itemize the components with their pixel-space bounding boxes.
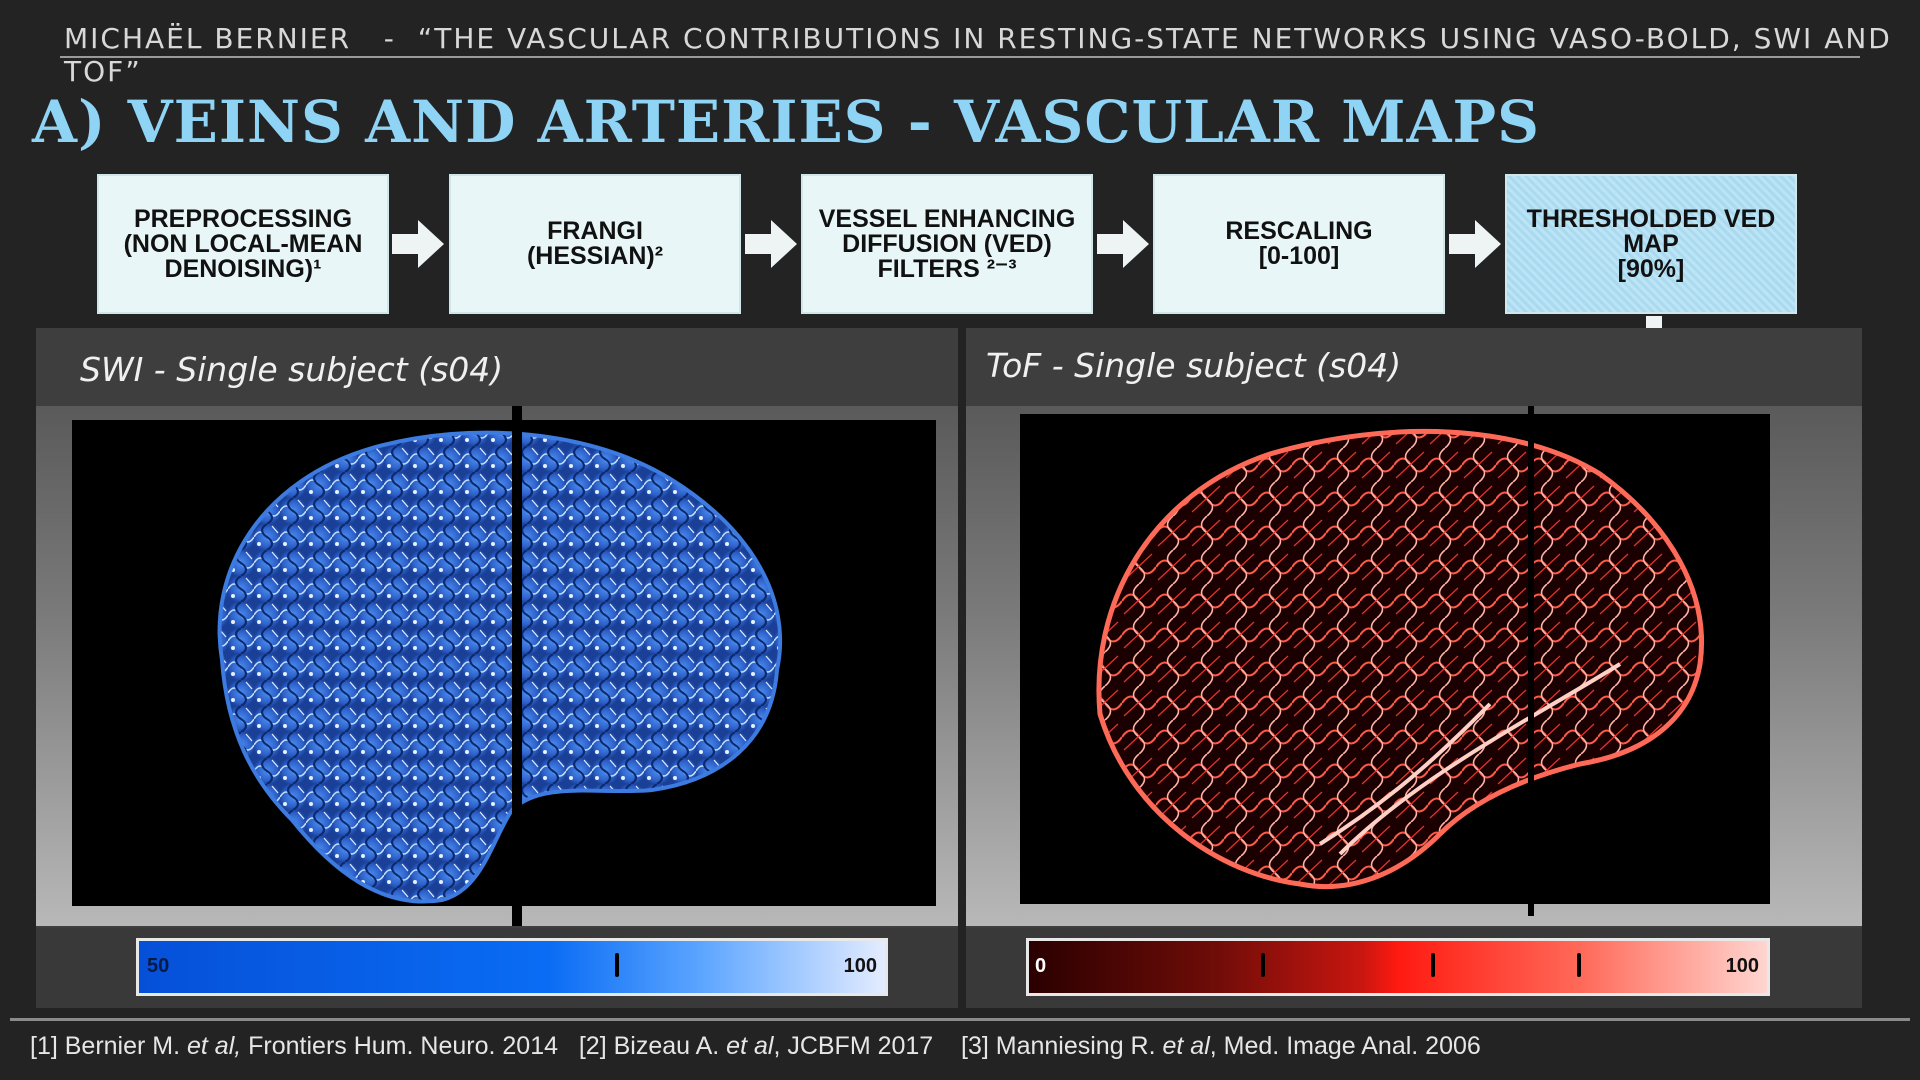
header-text: MICHAËL BERNIER - “THE VASCULAR CONTRIBU… bbox=[64, 22, 1920, 88]
ref2-text: [2] Bizeau A. bbox=[578, 1032, 727, 1060]
ref1-text: [1] Bernier M. bbox=[30, 1032, 187, 1060]
ref1-source: Frontiers Hum. Neuro. 2014 bbox=[241, 1032, 558, 1060]
ref3-source: , Med. Image Anal. 2006 bbox=[1209, 1032, 1481, 1060]
ref3-et-al: et al bbox=[1162, 1032, 1210, 1060]
right-arrow-icon bbox=[392, 220, 444, 268]
pipeline-step-frangi: FRANGI (HESSIAN)² bbox=[449, 174, 741, 314]
tof-slice-line bbox=[1528, 406, 1534, 916]
talk-title: “THE VASCULAR CONTRIBUTIONS IN RESTING-S… bbox=[64, 22, 1892, 88]
ref3-text: [3] Manniesing R. bbox=[961, 1032, 1163, 1060]
tof-colorbar-min: 0 bbox=[1035, 955, 1047, 977]
footer-divider bbox=[10, 1018, 1910, 1021]
tof-colorbar: 0 100 bbox=[1026, 938, 1770, 996]
pipeline-step-threshold: THRESHOLDED VED MAP [90%] bbox=[1505, 174, 1797, 314]
header-separator: - bbox=[383, 22, 396, 55]
tof-colorbar-max: 100 bbox=[1725, 955, 1759, 977]
header-divider bbox=[60, 56, 1860, 58]
tof-colorbar-tick bbox=[1577, 953, 1581, 977]
tof-panel: ToF - Single subject (s04) 0 bbox=[966, 328, 1862, 1008]
references-footer: [1] Bernier M. et al, Frontiers Hum. Neu… bbox=[30, 1032, 1481, 1061]
swi-image-area bbox=[36, 406, 958, 926]
swi-brain-render bbox=[217, 430, 783, 904]
tof-brain-render bbox=[1096, 428, 1704, 890]
right-arrow-icon bbox=[745, 220, 797, 268]
swi-slice-line bbox=[512, 406, 522, 926]
swi-colorbar-max: 100 bbox=[843, 955, 877, 977]
tof-colorbar-area: 0 100 bbox=[966, 928, 1862, 1008]
swi-brain-image bbox=[72, 420, 936, 906]
swi-colorbar-min: 50 bbox=[147, 955, 170, 977]
tof-panel-header: ToF - Single subject (s04) bbox=[966, 328, 1862, 406]
swi-panel-title: SWI - Single subject (s04) bbox=[80, 350, 504, 389]
right-arrow-icon bbox=[1449, 220, 1501, 268]
tof-brain-image bbox=[1020, 414, 1770, 904]
pipeline-step-preprocessing: PREPROCESSING (NON LOCAL-MEAN DENOISING)… bbox=[97, 174, 389, 314]
ref2-source: , JCBFM 2017 bbox=[773, 1032, 934, 1060]
tof-colorbar-tick bbox=[1431, 953, 1435, 977]
swi-panel: SWI - Single subject (s04) bbox=[36, 328, 958, 1008]
pipeline-step-ved: VESSEL ENHANCING DIFFUSION (VED) FILTERS… bbox=[801, 174, 1093, 314]
pipeline-step-rescaling: RESCALING [0-100] bbox=[1153, 174, 1445, 314]
right-arrow-icon bbox=[1097, 220, 1149, 268]
ref1-et-al: et al, bbox=[187, 1032, 242, 1060]
slide-title: A) VEINS AND ARTERIES - VASCULAR MAPS bbox=[32, 88, 1541, 156]
swi-panel-header: SWI - Single subject (s04) bbox=[36, 328, 958, 406]
swi-colorbar-tick bbox=[615, 953, 619, 977]
author-name: MICHAËL BERNIER bbox=[64, 22, 352, 55]
swi-colorbar: 50 100 bbox=[136, 938, 888, 996]
tof-panel-title: ToF - Single subject (s04) bbox=[986, 346, 1402, 385]
tof-image-area bbox=[966, 406, 1862, 926]
ref2-et-al: et al bbox=[726, 1032, 774, 1060]
tof-colorbar-tick bbox=[1261, 953, 1265, 977]
swi-colorbar-area: 50 100 bbox=[36, 928, 958, 1008]
